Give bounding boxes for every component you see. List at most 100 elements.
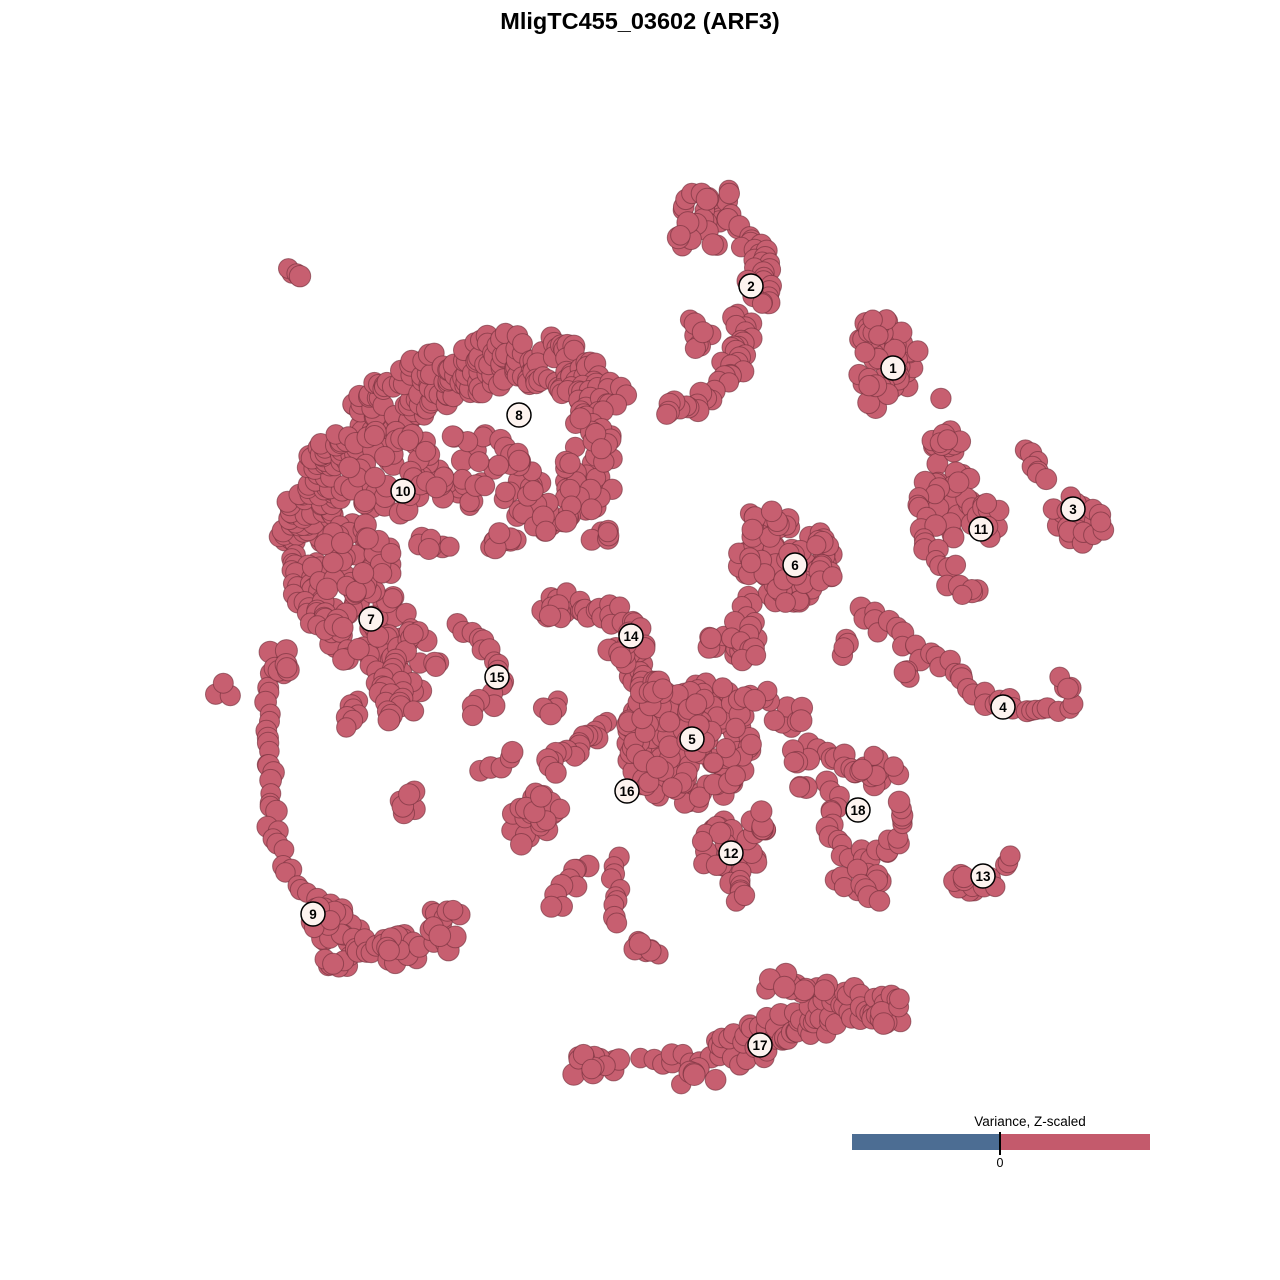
cluster-label-circle <box>679 726 705 752</box>
scatter-point <box>415 440 437 462</box>
scatter-point <box>352 562 375 585</box>
scatter-point <box>661 777 683 799</box>
cluster-label-6: 6 <box>782 552 808 578</box>
cluster-label-1: 1 <box>880 355 906 381</box>
cluster-label-12: 12 <box>718 840 744 866</box>
cluster-label-circle <box>358 606 384 632</box>
scatter-point <box>441 425 464 448</box>
scatter-point <box>851 758 873 781</box>
scatter-point <box>501 740 524 764</box>
cluster-label-number: 14 <box>623 629 639 644</box>
scatter-point <box>740 552 762 574</box>
cluster-label-13: 13 <box>970 863 996 889</box>
scatter-point <box>872 1012 895 1035</box>
cluster-label-number: 1 <box>889 361 897 376</box>
scatter-point <box>371 563 393 584</box>
scatter-point <box>906 340 929 363</box>
scatter-point <box>813 979 836 1002</box>
cluster-label-9: 9 <box>300 901 326 927</box>
cluster-label-18: 18 <box>845 797 871 823</box>
scatter-point <box>760 500 783 523</box>
scatter-point <box>793 979 816 1002</box>
cluster-label-number: 10 <box>395 484 410 499</box>
scatter-point <box>474 475 496 497</box>
scatter-point <box>495 481 516 503</box>
scatter-point <box>733 884 756 907</box>
scatter-point <box>288 265 312 288</box>
cluster-label-5: 5 <box>679 726 705 752</box>
scatter-point <box>789 776 811 798</box>
cluster-label-circle <box>738 273 764 299</box>
scatter-point <box>930 387 952 410</box>
scatter-point <box>945 554 967 576</box>
cluster-label-number: 5 <box>688 732 696 747</box>
plot-title: MligTC455_03602 (ARF3) <box>500 8 780 34</box>
cluster-label-circle <box>718 840 744 866</box>
scatter-point <box>999 845 1021 867</box>
scatter-point <box>1057 677 1079 700</box>
cluster-label-number: 7 <box>367 612 375 627</box>
scatter-point <box>425 655 447 678</box>
scatter-point <box>322 952 345 975</box>
cluster-label-circle <box>300 901 326 927</box>
scatter-point <box>743 688 767 712</box>
scatter-point <box>212 672 234 694</box>
scatter-point <box>833 637 855 659</box>
cluster-label-8: 8 <box>506 402 532 428</box>
scatter-point <box>581 1058 602 1080</box>
scatter-point <box>428 924 452 948</box>
cluster-label-circle <box>970 863 996 889</box>
scatter-point <box>889 988 910 1010</box>
scatter-point <box>783 751 805 773</box>
scatter-point <box>883 756 905 777</box>
scatter-point <box>538 604 562 627</box>
cluster-label-11: 11 <box>968 516 994 542</box>
scatter-point <box>609 646 632 669</box>
scatter-point <box>382 588 403 609</box>
cluster-label-7: 7 <box>358 606 384 632</box>
scatter-point <box>670 225 691 246</box>
scatter-point <box>398 783 421 806</box>
scatter-point <box>688 786 711 808</box>
scatter-point <box>763 709 786 731</box>
scatter-point <box>751 293 773 314</box>
cluster-label-circle <box>845 797 871 823</box>
scatter-point <box>691 321 714 344</box>
cluster-label-number: 16 <box>619 784 635 799</box>
scatter-point <box>952 584 973 606</box>
scatter-point <box>397 429 420 452</box>
cluster-label-14: 14 <box>618 623 644 649</box>
cluster-label-number: 17 <box>752 1038 767 1053</box>
legend: Variance, Z-scaled 0 <box>852 1114 1150 1170</box>
cluster-label-number: 15 <box>489 670 505 685</box>
cluster-label-circle <box>880 355 906 381</box>
scatter-point <box>822 566 843 587</box>
cluster-label-circle <box>390 478 416 504</box>
scatter-point <box>425 476 448 499</box>
scatter-point <box>508 449 531 472</box>
scatter-point <box>380 543 402 564</box>
scatter-point <box>345 580 367 603</box>
scatter-point <box>700 627 722 650</box>
scatter-point <box>487 454 510 476</box>
scatter-point <box>806 535 827 556</box>
scatter-point <box>461 704 484 727</box>
scatter-point <box>402 623 424 645</box>
scatter-point <box>854 341 876 363</box>
scatter-point <box>439 536 460 557</box>
scatter-point <box>773 975 796 999</box>
scatter-point <box>331 531 354 555</box>
scatter-point <box>775 592 796 613</box>
scatter-point <box>715 738 736 759</box>
scatter-point <box>488 522 511 545</box>
legend-tick-label: 0 <box>997 1156 1004 1170</box>
scatter-point <box>645 755 669 779</box>
scatter-point <box>322 551 344 574</box>
scatter-point <box>377 708 401 732</box>
cluster-label-number: 8 <box>515 408 523 423</box>
cluster-label-circle <box>990 694 1016 720</box>
scatter-point <box>628 932 652 955</box>
scatter-point <box>347 637 370 661</box>
cluster-label-circle <box>747 1032 773 1058</box>
